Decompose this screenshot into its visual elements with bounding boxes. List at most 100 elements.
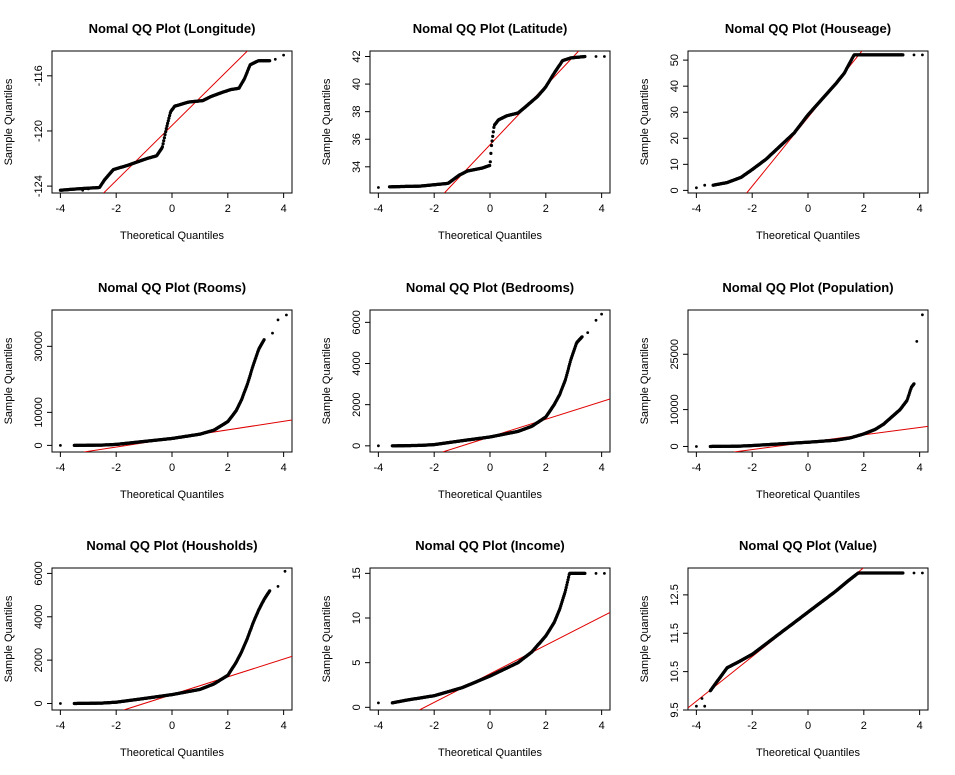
- qq-point: [565, 580, 570, 584]
- plot-frame: [687, 50, 929, 194]
- x-tick-label: 0: [805, 720, 811, 732]
- y-axis-label: Sample Quantiles: [321, 595, 333, 682]
- x-tick-label: 0: [169, 203, 175, 215]
- qq-point: [164, 130, 168, 134]
- x-tick-label: 2: [861, 462, 867, 474]
- y-tick-label: 4000: [351, 351, 363, 375]
- panel-title: Nomal QQ Plot (Houseage): [725, 21, 891, 36]
- qq-point-outlier: [594, 572, 598, 575]
- x-tick-label: 4: [281, 462, 287, 474]
- x-tick-label: -4: [55, 462, 65, 474]
- qq-point: [901, 571, 905, 575]
- qq-point: [580, 335, 584, 339]
- x-tick-label: -2: [111, 203, 121, 215]
- y-tick-label: 0: [351, 443, 363, 449]
- y-tick-label: 0: [669, 187, 681, 193]
- qq-point: [164, 127, 168, 131]
- sample-points: [695, 53, 924, 190]
- x-tick-label: 2: [543, 462, 549, 474]
- y-axis-label: Sample Quantiles: [639, 78, 651, 165]
- qq-point-outlier: [283, 569, 287, 573]
- x-axis-label: Theoretical Quantiles: [438, 747, 542, 759]
- x-axis-label: Theoretical Quantiles: [756, 747, 860, 759]
- qq-panel-0: Nomal QQ Plot (Longitude) -4 -2 0 2 4 -124 -120…: [3, 21, 293, 242]
- x-axis-label: Theoretical Quantiles: [120, 489, 224, 501]
- y-axis-label: Sample Quantiles: [321, 78, 333, 165]
- x-tick-label: -4: [55, 203, 65, 215]
- y-axis-label: Sample Quantiles: [321, 337, 333, 424]
- panel-title: Nomal QQ Plot (Bedrooms): [406, 280, 574, 295]
- qq-point: [165, 124, 169, 128]
- qq-point-outlier: [921, 53, 924, 57]
- x-tick-label: -2: [747, 203, 757, 215]
- x-tick-label: -2: [747, 462, 757, 474]
- sample-points: [58, 53, 285, 192]
- sample-points: [377, 54, 606, 189]
- y-tick-label: 4000: [33, 605, 45, 629]
- qq-panel-7: Nomal QQ Plot (Income) -4 -2 0 2 4 0 5 10 15 Theor…: [321, 538, 611, 759]
- panel-title: Nomal QQ Plot (Housholds): [86, 538, 257, 553]
- x-tick-label: -2: [429, 203, 439, 215]
- x-axis-label: Theoretical Quantiles: [438, 489, 542, 501]
- qq-point: [168, 114, 172, 118]
- y-tick-label: -124: [33, 175, 45, 197]
- x-tick-label: 0: [805, 462, 811, 474]
- panel-title: Nomal QQ Plot (Value): [739, 538, 877, 553]
- sample-points: [377, 312, 603, 448]
- y-tick-label: 10000: [669, 394, 681, 425]
- qq-point-outlier: [700, 697, 704, 700]
- y-tick-label: 2000: [33, 648, 45, 672]
- qq-point-outlier: [921, 313, 924, 317]
- qq-point: [564, 588, 568, 592]
- qq-point: [490, 139, 494, 143]
- qq-point: [491, 134, 495, 138]
- sample-points: [695, 571, 924, 708]
- plot-frame: [51, 567, 293, 711]
- qq-point-outlier: [703, 704, 707, 708]
- qq-point: [162, 139, 166, 143]
- qq-point: [491, 130, 495, 134]
- panel-title: Nomal QQ Plot (Longitude): [89, 21, 256, 36]
- qq-panel-4: Nomal QQ Plot (Bedrooms) -4 -2 0 2 4 0 2000 4000…: [321, 280, 611, 501]
- x-tick-label: 2: [225, 720, 231, 732]
- y-tick-label: 0: [33, 700, 45, 706]
- x-tick-label: -4: [691, 203, 701, 215]
- y-tick-label: 42: [351, 50, 363, 62]
- x-tick-label: 0: [805, 203, 811, 215]
- qq-panel-5: Nomal QQ Plot (Population) -4 -2 0 2 4 0 10000 2…: [639, 280, 929, 501]
- qq-point-outlier: [594, 55, 598, 58]
- panel-title: Nomal QQ Plot (Population): [722, 280, 893, 295]
- qq-point-outlier: [271, 331, 274, 335]
- x-tick-label: 2: [543, 203, 549, 215]
- qq-point-outlier: [282, 53, 285, 57]
- x-tick-label: -4: [691, 462, 701, 474]
- sample-points: [695, 313, 924, 449]
- x-tick-label: 0: [487, 462, 493, 474]
- qq-point: [166, 119, 170, 123]
- y-tick-label: 25000: [669, 339, 681, 370]
- qq-point-outlier: [586, 331, 590, 334]
- x-tick-label: 0: [487, 720, 493, 732]
- y-tick-label: -116: [33, 65, 45, 86]
- plot-frame: [369, 309, 611, 453]
- y-tick-label: 50: [669, 54, 681, 66]
- y-tick-label: 30: [669, 106, 681, 118]
- qq-point-outlier: [86, 187, 90, 191]
- qq-point: [901, 53, 905, 57]
- qq-point-outlier: [603, 572, 606, 575]
- qq-point-outlier: [276, 585, 280, 588]
- x-axis-label: Theoretical Quantiles: [756, 489, 860, 501]
- x-tick-label: 0: [487, 203, 493, 215]
- x-tick-label: -2: [429, 720, 439, 732]
- x-tick-label: 0: [169, 462, 175, 474]
- panel-title: Nomal QQ Plot (Latitude): [413, 21, 568, 36]
- x-axis-label: Theoretical Quantiles: [120, 747, 224, 759]
- plot-frame: [369, 50, 611, 194]
- y-axis-label: Sample Quantiles: [639, 595, 651, 682]
- y-tick-label: 34: [351, 161, 363, 173]
- y-tick-label: 10: [669, 158, 681, 170]
- qq-point: [163, 133, 167, 137]
- sample-points: [377, 571, 606, 705]
- qq-point: [489, 151, 493, 155]
